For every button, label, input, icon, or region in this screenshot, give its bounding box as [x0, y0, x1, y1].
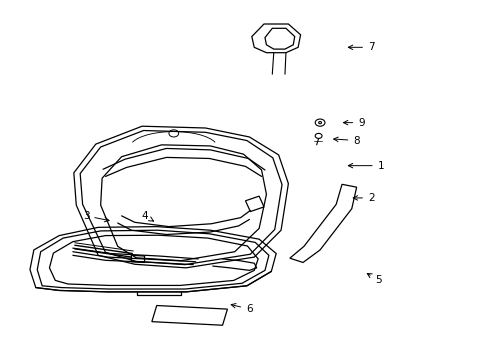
Text: 7: 7	[347, 42, 374, 52]
Text: 8: 8	[333, 136, 359, 145]
Text: 2: 2	[352, 193, 374, 203]
Text: 6: 6	[231, 303, 252, 314]
Text: 9: 9	[343, 118, 364, 128]
Text: 3: 3	[82, 211, 109, 222]
Text: 4: 4	[141, 211, 153, 221]
Text: 5: 5	[366, 274, 381, 285]
Text: 1: 1	[347, 161, 384, 171]
